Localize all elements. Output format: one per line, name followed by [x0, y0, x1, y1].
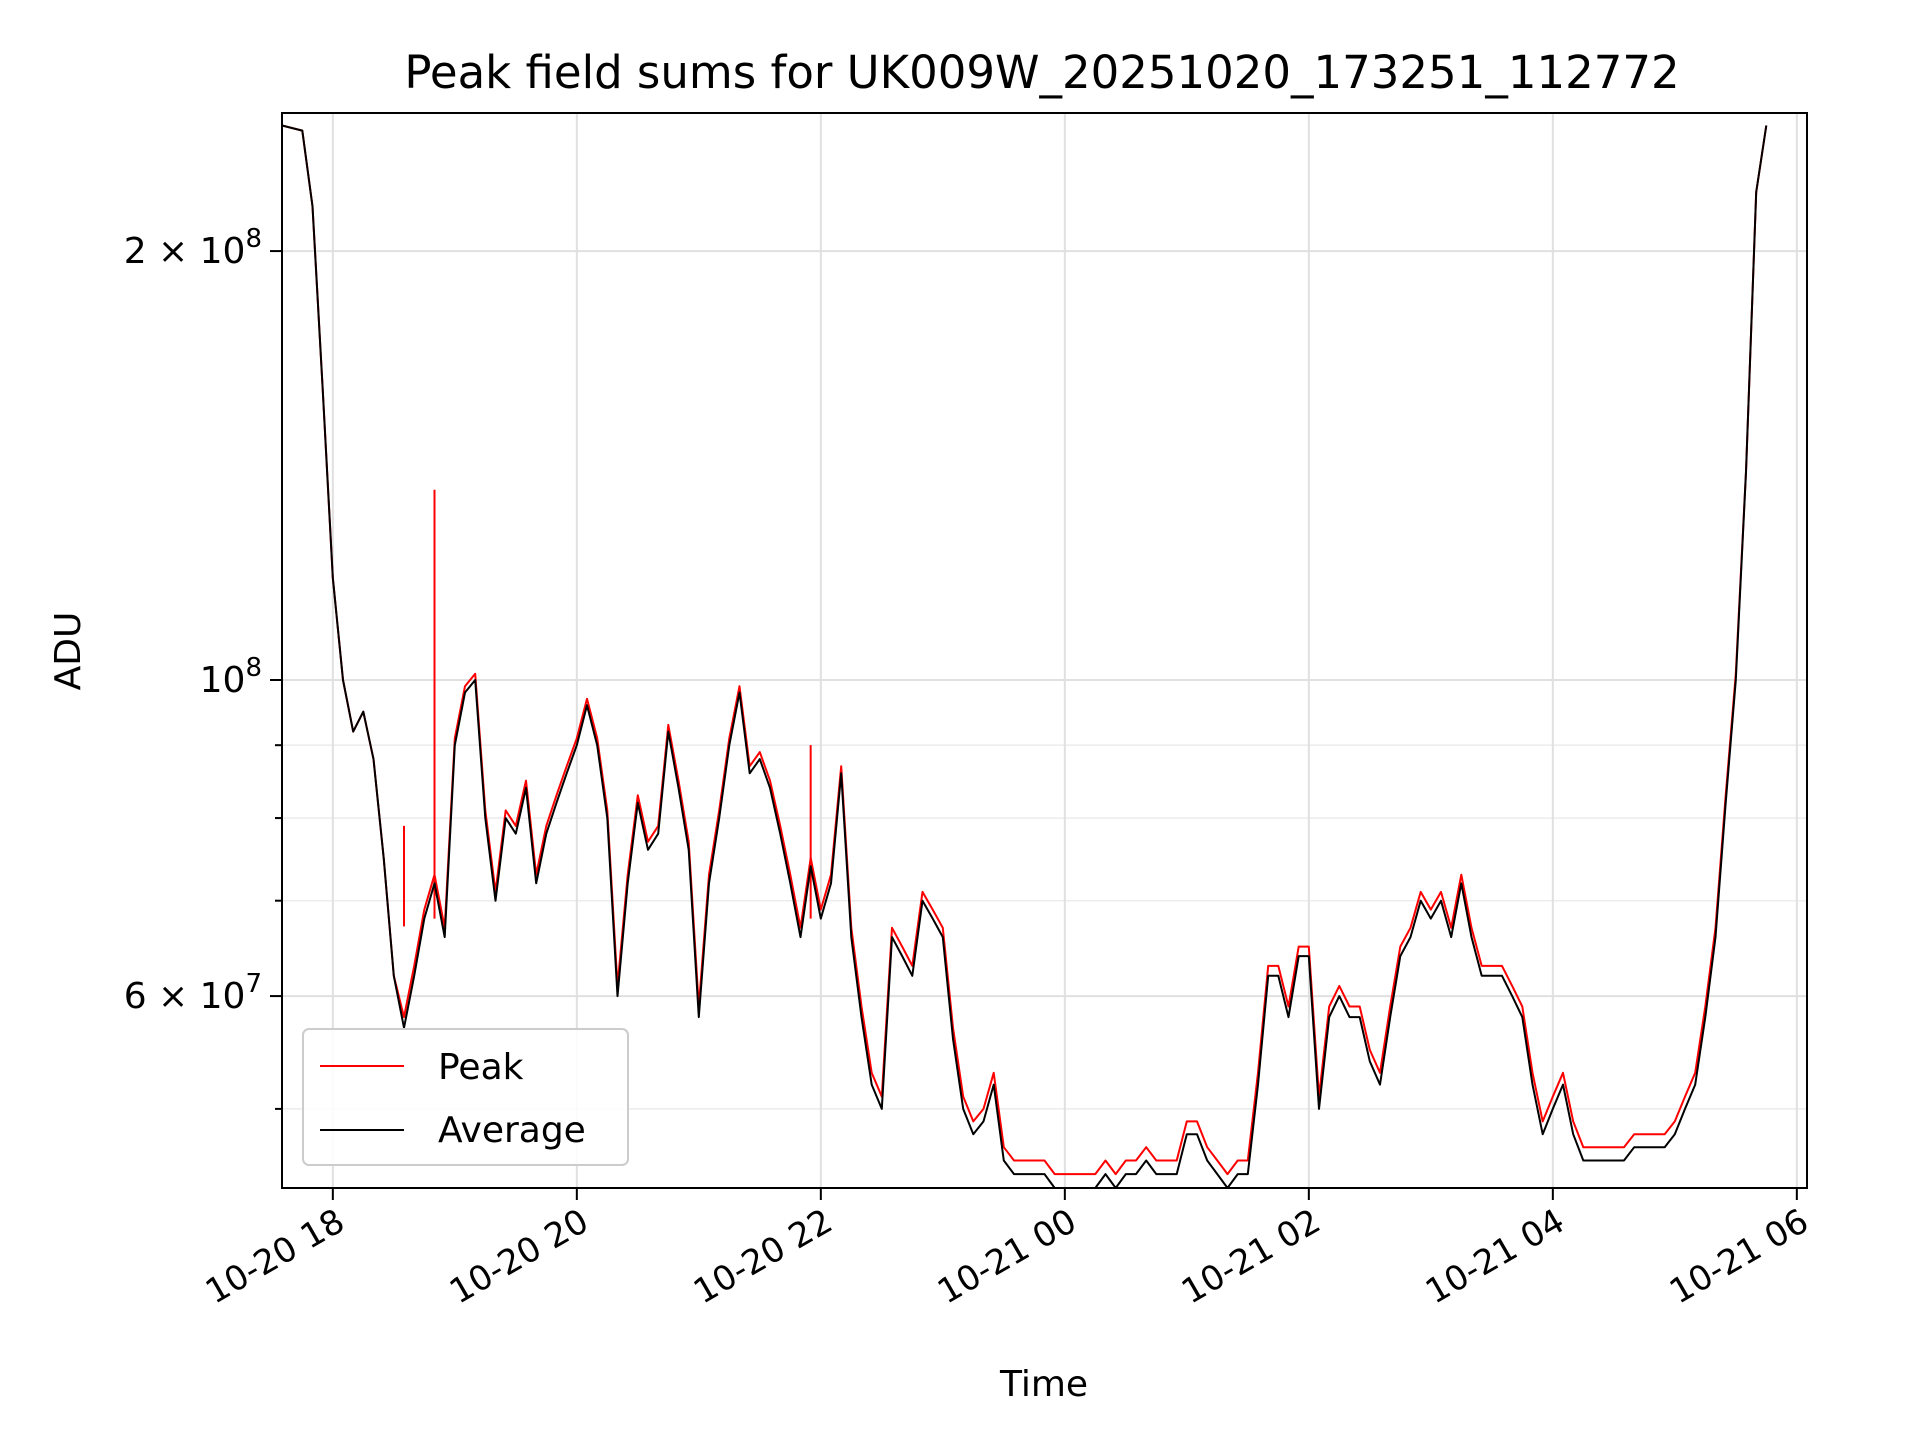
x-tick-label: 10-20 20: [443, 1201, 595, 1312]
x-axis: 10-20 18 10-20 20 10-20 22 10-21 00 10-21 02…: [199, 1188, 1815, 1312]
x-tick-label: 10-21 02: [1175, 1201, 1327, 1312]
grid: [282, 113, 1807, 1188]
series-line-average: [281, 124, 1768, 1189]
plot-frame: [281, 112, 1808, 1189]
x-tick-label: 10-21 06: [1663, 1201, 1815, 1312]
y-axis-label: ADU: [48, 612, 89, 691]
legend: Peak Average: [302, 1028, 629, 1166]
x-tick-label: 10-21 04: [1419, 1201, 1571, 1312]
series-layer: [281, 124, 1768, 1189]
y-axis: 6 × 107 108 2 × 108: [124, 224, 282, 1110]
legend-label-peak: Peak: [438, 1047, 524, 1088]
y-tick-label: 108: [200, 653, 262, 701]
x-tick-label: 10-20 22: [687, 1201, 839, 1312]
x-axis-label: Time: [999, 1364, 1088, 1405]
x-tick-label: 10-20 18: [199, 1201, 351, 1312]
legend-label-average: Average: [438, 1110, 586, 1151]
x-tick-label: 10-21 00: [931, 1201, 1083, 1312]
y-tick-label: 6 × 107: [124, 969, 262, 1017]
chart-title: Peak field sums for UK009W_20251020_1732…: [404, 46, 1679, 99]
y-tick-label: 2 × 108: [124, 224, 262, 272]
series-line-peak: [281, 124, 1768, 1176]
